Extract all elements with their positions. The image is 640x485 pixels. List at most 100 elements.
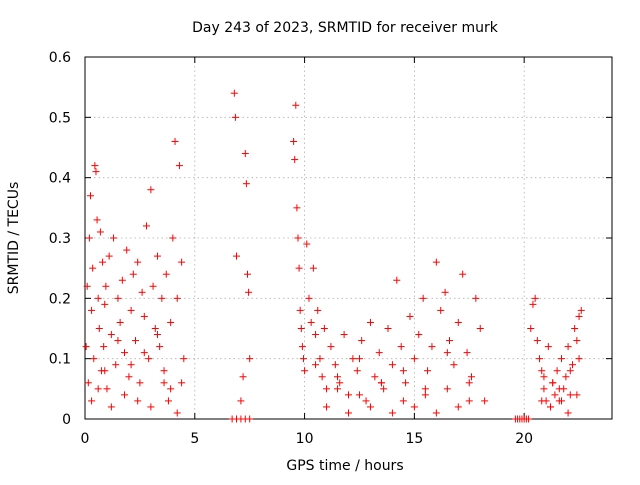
data-point xyxy=(540,385,548,393)
data-point xyxy=(246,415,254,423)
data-point xyxy=(127,361,135,369)
data-point xyxy=(467,373,475,381)
data-point xyxy=(230,89,238,97)
data-point xyxy=(156,343,164,351)
data-point xyxy=(241,150,249,158)
data-point xyxy=(421,385,429,393)
axis-ticks xyxy=(84,56,612,420)
data-point xyxy=(443,349,451,357)
data-point xyxy=(95,325,103,332)
data-point xyxy=(107,403,115,411)
data-point xyxy=(298,343,306,351)
data-point xyxy=(340,331,348,339)
data-point xyxy=(178,258,186,266)
data-point xyxy=(301,367,309,375)
data-point xyxy=(129,270,137,278)
data-point xyxy=(327,343,335,351)
data-point xyxy=(88,306,96,314)
data-point xyxy=(538,367,546,375)
data-point xyxy=(134,397,142,405)
data-point xyxy=(562,373,570,381)
data-point xyxy=(173,294,181,302)
data-point xyxy=(399,367,407,375)
data-point xyxy=(94,385,102,393)
data-point xyxy=(424,367,432,375)
data-point xyxy=(397,343,405,351)
data-point xyxy=(421,391,429,399)
data-point xyxy=(410,355,418,363)
y-tick-label: 0.5 xyxy=(49,110,71,126)
data-point xyxy=(375,349,383,357)
data-point xyxy=(575,312,583,320)
data-point xyxy=(463,349,471,357)
data-point xyxy=(292,101,300,109)
data-point xyxy=(153,331,161,339)
data-point xyxy=(355,355,363,363)
data-point xyxy=(173,409,181,417)
data-point xyxy=(142,222,150,230)
data-point xyxy=(84,379,92,387)
data-point xyxy=(529,300,537,308)
data-point xyxy=(353,367,361,375)
data-point xyxy=(239,373,247,381)
data-point xyxy=(167,318,175,326)
data-point xyxy=(402,379,410,387)
data-point xyxy=(568,361,576,369)
data-point xyxy=(89,264,97,272)
data-point xyxy=(90,355,98,363)
data-point xyxy=(388,409,396,417)
data-point xyxy=(295,264,303,272)
data-point xyxy=(366,318,374,326)
data-point xyxy=(114,294,122,302)
data-point xyxy=(114,337,122,345)
data-point xyxy=(465,379,473,387)
x-tick-label: 0 xyxy=(81,431,90,447)
data-point xyxy=(138,288,146,296)
grid-lines xyxy=(85,57,612,419)
data-point xyxy=(441,288,449,296)
data-point xyxy=(320,325,328,332)
plot-frame xyxy=(84,56,613,420)
data-point xyxy=(393,276,401,284)
data-point xyxy=(160,367,168,375)
data-point xyxy=(290,137,298,145)
data-point xyxy=(399,397,407,405)
data-point xyxy=(533,337,541,345)
data-point xyxy=(553,367,561,375)
data-point xyxy=(307,318,315,326)
data-point xyxy=(243,270,251,278)
data-point xyxy=(384,325,392,332)
y-tick-label: 0 xyxy=(62,412,71,428)
data-point xyxy=(312,361,320,369)
data-point xyxy=(318,373,326,381)
data-point xyxy=(99,258,107,266)
data-point xyxy=(316,355,324,363)
x-tick-label: 10 xyxy=(296,431,314,447)
data-point xyxy=(540,373,548,381)
data-point xyxy=(101,300,109,308)
data-point xyxy=(127,306,135,314)
data-point xyxy=(432,409,440,417)
data-point xyxy=(296,306,304,314)
data-point xyxy=(123,246,131,254)
data-point xyxy=(371,373,379,381)
data-point xyxy=(443,385,451,393)
data-point xyxy=(314,306,322,314)
data-point xyxy=(91,162,99,170)
y-tick-label: 0.1 xyxy=(49,352,71,368)
data-point xyxy=(160,379,168,387)
data-point xyxy=(167,385,175,393)
data-point xyxy=(377,379,385,387)
data-point xyxy=(140,312,148,320)
data-point xyxy=(132,337,140,345)
data-point xyxy=(82,343,90,351)
data-point xyxy=(162,270,170,278)
data-point xyxy=(294,234,302,242)
data-point xyxy=(145,355,153,363)
data-point xyxy=(169,234,177,242)
y-tick-label: 0.4 xyxy=(49,171,71,187)
data-point xyxy=(446,337,454,345)
data-point xyxy=(101,367,109,375)
data-point xyxy=(96,228,104,236)
data-point xyxy=(573,391,581,399)
